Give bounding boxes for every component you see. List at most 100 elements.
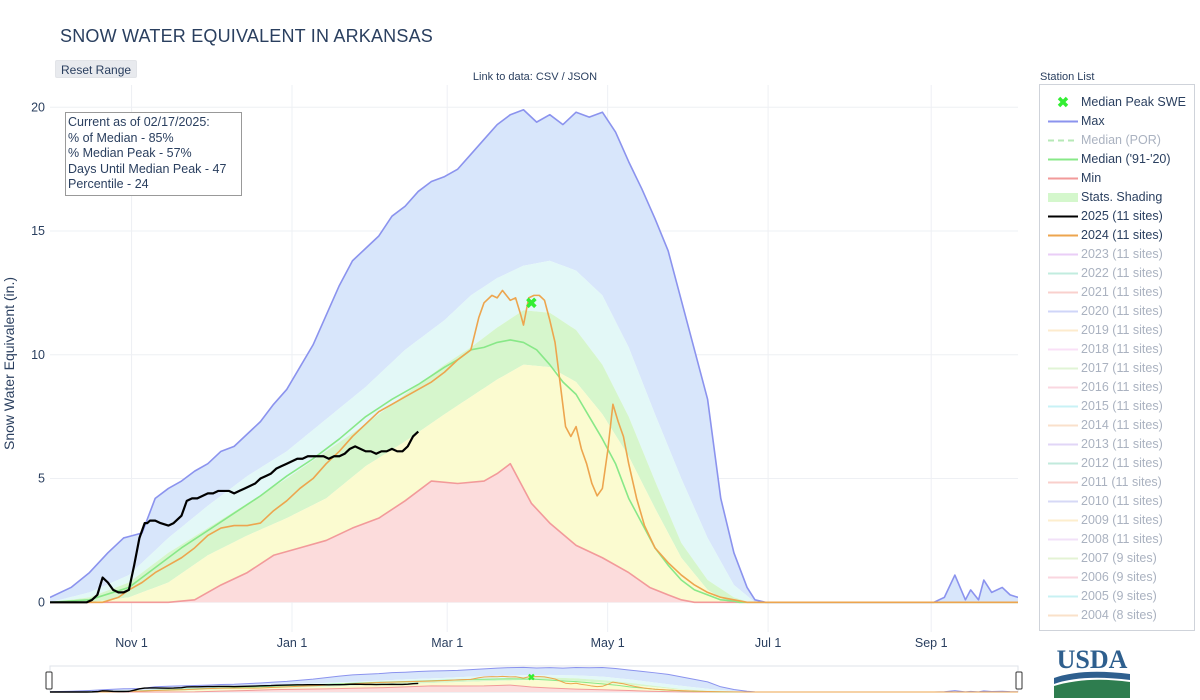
- legend-swatch-icon: [1048, 291, 1078, 294]
- legend-item[interactable]: Median Peak SWE: [1040, 93, 1194, 112]
- status-percentile: Percentile - 24: [68, 177, 149, 191]
- y-tick-label: 10: [31, 348, 45, 362]
- legend-item[interactable]: 2007 (9 sites): [1040, 549, 1194, 568]
- legend-item[interactable]: Median ('91-'20): [1040, 150, 1194, 169]
- usda-logo: USDA: [1054, 645, 1130, 698]
- legend-swatch-icon: [1048, 215, 1078, 218]
- legend-swatch-icon: [1048, 253, 1078, 256]
- legend-label: 2010 (11 sites): [1081, 494, 1163, 508]
- reset-range-button[interactable]: Reset Range: [55, 60, 138, 78]
- legend-swatch-icon: [1048, 329, 1078, 332]
- legend-label: 2014 (11 sites): [1081, 418, 1163, 432]
- legend-item[interactable]: 2024 (11 sites): [1040, 226, 1194, 245]
- plot-area: [50, 108, 1018, 604]
- current-status-box: Current as of 02/17/2025: % of Median - …: [65, 112, 242, 196]
- legend-swatch-icon: [1048, 348, 1078, 351]
- band-p30-min: [50, 364, 1018, 603]
- legend-swatch-icon: [1048, 272, 1078, 275]
- legend-item[interactable]: 2006 (9 sites): [1040, 568, 1194, 587]
- y-tick-label: 5: [38, 472, 45, 486]
- status-pct-median-peak: % Median Peak - 57%: [68, 146, 192, 160]
- legend-label: 2023 (11 sites): [1081, 247, 1163, 261]
- legend-swatch-icon: [1048, 139, 1078, 142]
- band-min-zero: [50, 463, 1018, 603]
- legend-item[interactable]: 2009 (11 sites): [1040, 511, 1194, 530]
- legend-swatch-icon: [1048, 576, 1078, 579]
- series-2025-line: [50, 430, 420, 604]
- legend-swatch-icon: [1048, 481, 1078, 484]
- legend-item[interactable]: Min: [1040, 169, 1194, 188]
- swe-chart[interactable]: 0 5 10 15 20 Nov 1 Jan 1 Mar 1 May 1 Jul 1 Sep 1 Sn…: [0, 0, 1030, 700]
- legend-label: Median ('91-'20): [1081, 152, 1171, 166]
- csv-link[interactable]: CSV: [535, 71, 559, 83]
- legend-item[interactable]: 2017 (11 sites): [1040, 359, 1194, 378]
- legend-swatch-icon: [1048, 519, 1078, 522]
- band-min-zero: [50, 685, 1018, 692]
- legend-item[interactable]: Stats. Shading: [1040, 188, 1194, 207]
- legend-swatch-icon: [1048, 443, 1078, 446]
- legend-swatch-icon: [1048, 424, 1078, 427]
- data-link-separator: /: [558, 71, 568, 83]
- band-p70-p50: [50, 260, 1018, 603]
- band-max-p70: [50, 667, 1018, 692]
- range-handle-left-grip: [45, 671, 53, 690]
- y-axis-title: Snow Water Equivalent (in.): [1, 277, 17, 450]
- legend-label: 2005 (9 sites): [1081, 589, 1157, 603]
- legend-item[interactable]: 2020 (11 sites): [1040, 302, 1194, 321]
- legend-item[interactable]: 2013 (11 sites): [1040, 435, 1194, 454]
- legend-swatch-icon: [1048, 193, 1078, 202]
- legend-item[interactable]: 2005 (9 sites): [1040, 587, 1194, 606]
- legend-item[interactable]: 2016 (11 sites): [1040, 378, 1194, 397]
- range-handle-right[interactable]: [1015, 671, 1023, 690]
- legend-item[interactable]: 2021 (11 sites): [1040, 283, 1194, 302]
- legend-swatch-icon: [1048, 120, 1078, 123]
- band-max-p70: [50, 109, 1018, 603]
- legend-label: Stats. Shading: [1081, 190, 1163, 204]
- legend-label: 2007 (9 sites): [1081, 551, 1157, 565]
- legend-item[interactable]: 2023 (11 sites): [1040, 245, 1194, 264]
- legend-item[interactable]: 2018 (11 sites): [1040, 340, 1194, 359]
- x-tick-label: Mar 1: [431, 636, 463, 650]
- median-peak-marker: [526, 297, 537, 309]
- status-pct-median: % of Median - 85%: [68, 130, 174, 145]
- legend-item[interactable]: 2015 (11 sites): [1040, 397, 1194, 416]
- legend-swatch-icon: [1048, 177, 1078, 180]
- legend-swatch-icon: [1048, 595, 1078, 598]
- status-date: Current as of 02/17/2025:: [68, 115, 210, 129]
- legend-swatch-icon: [1048, 386, 1078, 389]
- legend-item[interactable]: 2004 (8 sites): [1040, 606, 1194, 625]
- legend-item[interactable]: Max: [1040, 112, 1194, 131]
- median-peak-x: [526, 297, 537, 309]
- legend-item[interactable]: 2022 (11 sites): [1040, 264, 1194, 283]
- legend-item[interactable]: Median (POR): [1040, 131, 1194, 150]
- json-link[interactable]: JSON: [567, 71, 598, 83]
- series-2024-line: [50, 289, 1018, 604]
- legend-swatch-icon: [1048, 234, 1078, 237]
- range-handle-left[interactable]: [45, 671, 53, 690]
- legend-item[interactable]: 2025 (11 sites): [1040, 207, 1194, 226]
- y-tick-label: 0: [38, 595, 45, 609]
- legend-swatch-icon: [1048, 614, 1078, 617]
- y-tick-label: 15: [31, 224, 45, 238]
- legend-item[interactable]: 2012 (11 sites): [1040, 454, 1194, 473]
- legend-swatch-icon: [1048, 538, 1078, 541]
- legend-label: 2019 (11 sites): [1081, 323, 1163, 337]
- legend-item[interactable]: 2008 (11 sites): [1040, 530, 1194, 549]
- series-min-line: [50, 462, 1018, 604]
- legend-item[interactable]: 2014 (11 sites): [1040, 416, 1194, 435]
- legend-item[interactable]: 2010 (11 sites): [1040, 492, 1194, 511]
- legend-swatch-icon: [1048, 158, 1078, 161]
- x-tick-label: Nov 1: [115, 636, 148, 650]
- legend-item[interactable]: 2011 (11 sites): [1040, 473, 1194, 492]
- legend-label: Median Peak SWE: [1081, 95, 1186, 109]
- legend-label: 2004 (8 sites): [1081, 608, 1157, 622]
- legend-label: 2025 (11 sites): [1081, 209, 1163, 223]
- x-tick-label: May 1: [591, 636, 625, 650]
- x-tick-label: Jan 1: [277, 636, 308, 650]
- legend-item[interactable]: 2019 (11 sites): [1040, 321, 1194, 340]
- legend-label: 2020 (11 sites): [1081, 304, 1163, 318]
- legend-label: 2008 (11 sites): [1081, 532, 1163, 546]
- legend-swatch-icon: [1048, 405, 1078, 408]
- legend-label: 2016 (11 sites): [1081, 380, 1163, 394]
- svg-text:USDA: USDA: [1057, 645, 1128, 674]
